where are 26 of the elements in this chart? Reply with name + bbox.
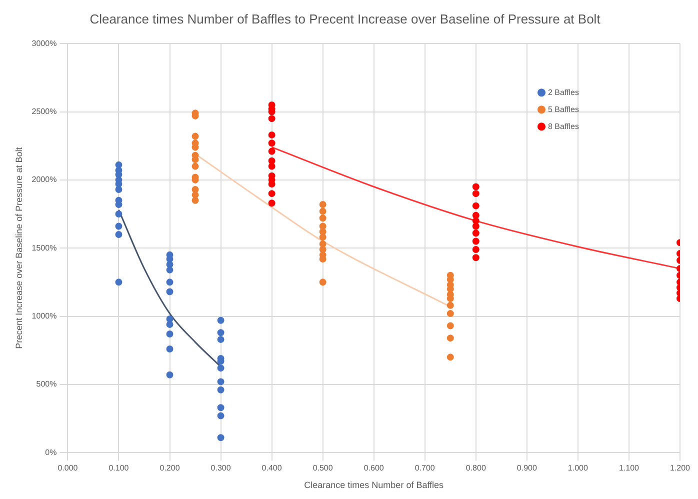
x-tick-label: 0.000 — [58, 464, 78, 473]
legend-label: 8 Baffles — [548, 122, 579, 131]
y-tick-label: 1000% — [32, 311, 57, 320]
x-tick-label: 0.400 — [262, 464, 282, 473]
x-tick-label: 1.000 — [568, 464, 589, 473]
y-tick-label: 3000% — [32, 38, 57, 48]
x-tick-label: 0.500 — [312, 464, 334, 473]
x-tick-label: 1.100 — [618, 464, 640, 473]
x-tick-label: 1.200 — [670, 464, 691, 473]
y-tick-label: 500% — [36, 380, 57, 389]
chart-title: Clearance times Number of Baffles to Precent Increase over Baseline of Pressure at Bolt — [90, 11, 601, 26]
x-tick-label: 0.100 — [108, 464, 130, 473]
x-tick-label: 0.800 — [466, 464, 486, 473]
legend-label: 2 Baffles — [548, 88, 579, 97]
x-tick-label: 0.200 — [160, 464, 180, 473]
y-tick-label: 1500% — [32, 243, 57, 252]
y-axis-title: Precent Increase over Baseline of Pressure at Bolt — [14, 146, 24, 349]
x-tick-label: 0.300 — [210, 464, 232, 473]
y-tick-label: 2500% — [32, 106, 57, 116]
x-tick-label: 0.600 — [364, 464, 384, 473]
x-tick-label: 0.900 — [516, 464, 538, 473]
y-tick-label: 0% — [45, 448, 57, 457]
x-axis-title: Clearance times Number of Baffles — [304, 480, 444, 490]
x-tick-label: 0.700 — [414, 464, 436, 473]
legend-label: 5 Baffles — [548, 104, 579, 114]
y-tick-label: 2000% — [32, 175, 57, 184]
